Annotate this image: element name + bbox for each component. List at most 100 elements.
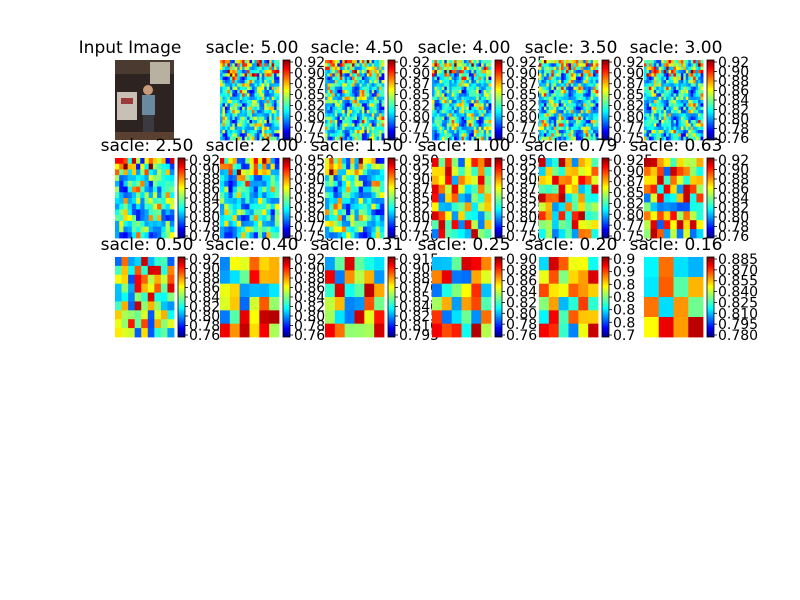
heatmap-cell: [678, 106, 682, 111]
colorbar-tick-label: 0.825: [506, 201, 546, 217]
heatmap-cell: [347, 106, 350, 111]
heatmap-cell: [444, 66, 448, 71]
heatmap-cell: [224, 116, 228, 121]
colorbar: [494, 59, 503, 141]
heatmap-cell: [700, 70, 704, 74]
heatmap-cell: [432, 310, 443, 325]
heatmap-cell: [254, 110, 258, 114]
heatmap-cell: [249, 86, 253, 91]
heatmap-cell: [259, 76, 263, 81]
colorbar-tick-label: 0.825: [718, 295, 758, 311]
heatmap-cell: [332, 120, 336, 124]
heatmap-cell: [685, 63, 689, 68]
heatmap-cell: [439, 123, 443, 128]
heatmap-cell: [656, 116, 660, 121]
heatmap-cell: [244, 106, 248, 111]
heatmap-cell: [334, 110, 338, 114]
heatmap-cell: [247, 96, 250, 101]
heatmap-cell: [123, 203, 129, 210]
heatmap-cell: [381, 113, 385, 118]
heatmap-cell: [463, 63, 467, 68]
heatmap-cell: [471, 166, 479, 177]
heatmap-cell: [332, 113, 336, 118]
heatmap-cell: [578, 106, 582, 111]
heatmap-cell: [344, 310, 355, 325]
heatmap-cell: [352, 70, 355, 74]
heatmap-cell: [661, 136, 665, 141]
heatmap-cell: [449, 136, 453, 141]
heatmap-cell: [563, 66, 567, 71]
heatmap-cell: [152, 198, 158, 205]
heatmap-cell: [663, 100, 667, 104]
heatmap-cell: [563, 116, 567, 121]
heatmap-cell: [344, 86, 348, 91]
heatmap-cell: [362, 158, 368, 165]
heatmap-cell: [239, 83, 243, 88]
heatmap-cell: [349, 93, 353, 98]
heatmap-cell: [561, 136, 564, 141]
heatmap-cell: [551, 76, 555, 81]
heatmap-cell: [325, 175, 330, 182]
heatmap-cell: [334, 76, 338, 81]
heatmap-cell: [432, 63, 435, 68]
heatmap-cell: [663, 166, 671, 177]
heatmap-cell: [468, 123, 472, 128]
heatmap-cell: [456, 126, 460, 131]
heatmap-cell: [361, 130, 365, 134]
heatmap-cell: [234, 100, 238, 104]
heatmap-cell: [329, 100, 333, 104]
heatmap-cell: [590, 66, 594, 71]
heatmap-cell: [333, 232, 339, 239]
heatmap-cell: [152, 215, 158, 222]
heatmap-cell: [488, 136, 492, 141]
heatmap-cell: [488, 110, 492, 114]
heatmap-cell: [488, 93, 492, 98]
heatmap-cell: [251, 86, 255, 91]
heatmap-cell: [271, 116, 275, 121]
heatmap-cell: [119, 163, 124, 170]
heatmap-cell: [329, 76, 333, 81]
heatmap-cell: [379, 83, 382, 88]
heatmap-cell: [119, 186, 124, 193]
heatmap-cell: [451, 220, 459, 230]
heatmap-cell: [466, 93, 470, 98]
heatmap-cell: [464, 202, 472, 212]
heatmap-cell: [548, 257, 560, 271]
heatmap-cell: [339, 130, 343, 134]
heatmap-cell: [546, 86, 550, 91]
heatmap-cell: [678, 63, 682, 68]
heatmap-cell: [366, 103, 370, 108]
heatmap-cell: [558, 76, 562, 81]
heatmap-cell: [695, 136, 699, 141]
heatmap-cell: [115, 292, 122, 302]
heatmap-cell: [644, 80, 647, 84]
heatmap-cell: [651, 120, 655, 124]
heatmap-cell: [364, 86, 368, 91]
heatmap-cell: [483, 66, 487, 71]
heatmap-cell: [441, 103, 445, 108]
heatmap-cell: [644, 90, 647, 94]
heatmap-cell: [329, 106, 333, 111]
heatmap-cell: [354, 323, 365, 338]
colorbar-tick-label: 0.84: [718, 191, 749, 207]
heatmap-cell: [227, 93, 231, 98]
heatmap-cell: [543, 93, 547, 98]
colorbar: [282, 256, 291, 338]
heatmap-cell: [352, 110, 355, 114]
heatmap-cell: [539, 103, 542, 108]
heatmap-cell: [653, 63, 657, 68]
heatmap-cell: [438, 175, 446, 186]
heatmap-cell: [224, 106, 228, 111]
heatmap-cell: [454, 100, 457, 104]
heatmap-cell: [237, 63, 241, 68]
colorbar-tick-label: 0.925: [294, 163, 334, 179]
heatmap: [220, 60, 280, 141]
heatmap-cell: [593, 110, 596, 114]
heatmap-cell: [663, 136, 667, 141]
heatmap-cell: [352, 66, 355, 71]
heatmap-cell: [157, 220, 162, 227]
heatmap-cell: [570, 73, 574, 78]
heatmap-cell: [463, 130, 467, 134]
heatmap-cell: [668, 73, 672, 78]
heatmap-cell: [157, 209, 162, 216]
